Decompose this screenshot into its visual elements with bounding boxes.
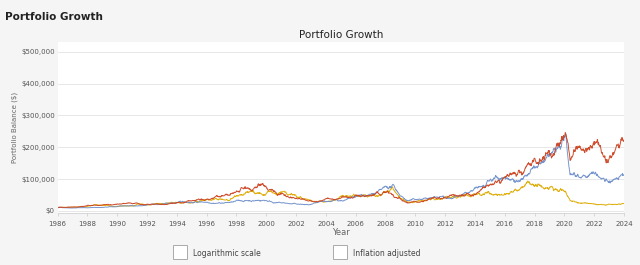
Text: Logarithmic scale: Logarithmic scale <box>193 249 261 258</box>
X-axis label: Year: Year <box>332 228 349 237</box>
Text: Inflation adjusted: Inflation adjusted <box>353 249 420 258</box>
Y-axis label: Portfolio Balance ($): Portfolio Balance ($) <box>12 92 19 164</box>
Text: Portfolio Growth: Portfolio Growth <box>5 12 103 22</box>
Title: Portfolio Growth: Portfolio Growth <box>299 30 383 40</box>
